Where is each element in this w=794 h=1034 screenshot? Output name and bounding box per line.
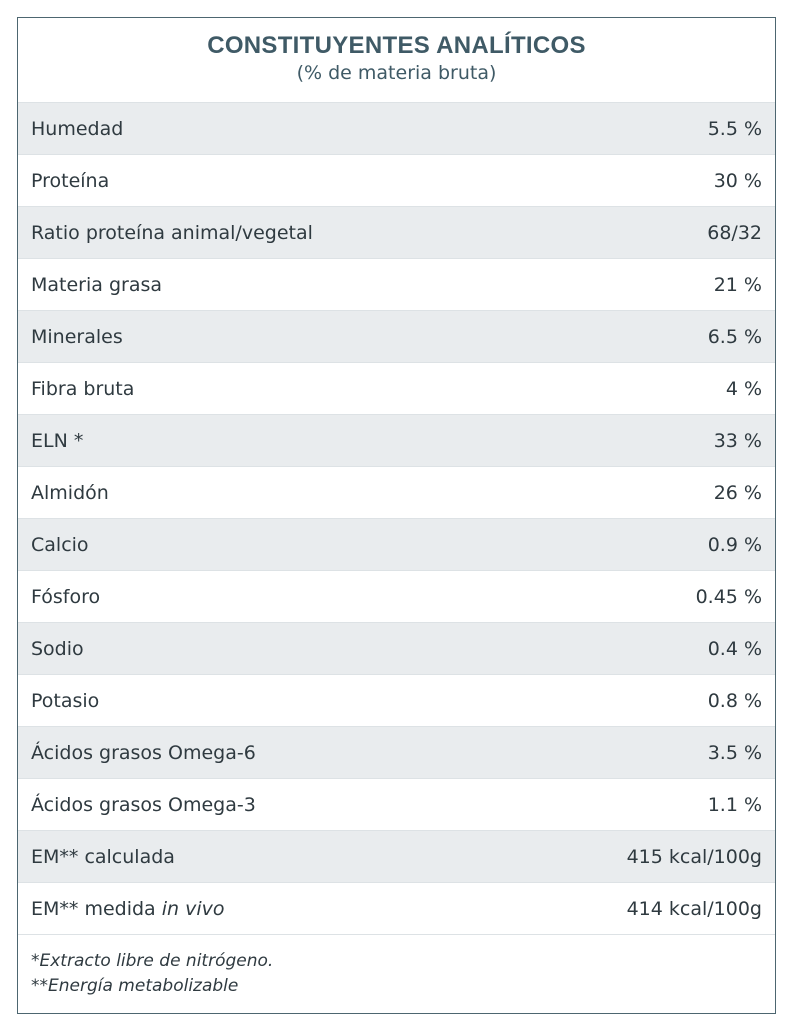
table-row: Humedad 5.5 % bbox=[18, 103, 775, 155]
row-label: Proteína bbox=[31, 169, 110, 192]
row-value: 0.45 % bbox=[695, 585, 762, 608]
row-label: Humedad bbox=[31, 117, 124, 140]
row-label-italic: in vivo bbox=[161, 897, 225, 920]
row-value: 0.4 % bbox=[707, 637, 762, 660]
row-label: Calcio bbox=[31, 533, 89, 556]
panel-header: CONSTITUYENTES ANALÍTICOS (% de materia … bbox=[18, 18, 775, 102]
footnotes: *Extracto libre de nitrógeno. **Energía … bbox=[18, 935, 775, 999]
row-label: Ácidos grasos Omega-3 bbox=[31, 793, 256, 816]
analytical-constituents-panel: CONSTITUYENTES ANALÍTICOS (% de materia … bbox=[17, 17, 776, 1014]
table-row: Minerales 6.5 % bbox=[18, 311, 775, 363]
row-value: 6.5 % bbox=[707, 325, 762, 348]
row-value: 4 % bbox=[725, 377, 762, 400]
row-value: 1.1 % bbox=[707, 793, 762, 816]
row-label: ELN * bbox=[31, 429, 84, 452]
row-value: 414 kcal/100g bbox=[626, 897, 762, 920]
row-label: Ratio proteína animal/vegetal bbox=[31, 221, 313, 244]
row-label: Ácidos grasos Omega-6 bbox=[31, 741, 256, 764]
table-row: Ratio proteína animal/vegetal 68/32 bbox=[18, 207, 775, 259]
row-label-text: EM** medida bbox=[31, 897, 156, 920]
table-row: EM** calculada 415 kcal/100g bbox=[18, 831, 775, 883]
row-value: 3.5 % bbox=[707, 741, 762, 764]
row-label: Almidón bbox=[31, 481, 109, 504]
panel-title: CONSTITUYENTES ANALÍTICOS bbox=[207, 32, 586, 59]
row-value: 30 % bbox=[713, 169, 762, 192]
row-label: Minerales bbox=[31, 325, 123, 348]
row-value: 33 % bbox=[713, 429, 762, 452]
table-row: Proteína 30 % bbox=[18, 155, 775, 207]
table-row: Calcio 0.9 % bbox=[18, 519, 775, 571]
table-row: Ácidos grasos Omega-6 3.5 % bbox=[18, 727, 775, 779]
row-value: 415 kcal/100g bbox=[626, 845, 762, 868]
table-row: ELN * 33 % bbox=[18, 415, 775, 467]
row-value: 0.8 % bbox=[707, 689, 762, 712]
row-label: Sodio bbox=[31, 637, 84, 660]
table-row: Sodio 0.4 % bbox=[18, 623, 775, 675]
table-row: Fibra bruta 4 % bbox=[18, 363, 775, 415]
footnote-eln: *Extracto libre de nitrógeno. bbox=[31, 951, 274, 971]
row-label: Potasio bbox=[31, 689, 100, 712]
row-label: Materia grasa bbox=[31, 273, 163, 296]
row-label: EM** medida in vivo bbox=[31, 898, 225, 920]
table-row: EM** medida in vivo 414 kcal/100g bbox=[18, 883, 775, 935]
row-label: Fibra bruta bbox=[31, 377, 135, 400]
row-value: 26 % bbox=[713, 481, 762, 504]
row-value: 0.9 % bbox=[707, 533, 762, 556]
table-row: Ácidos grasos Omega-3 1.1 % bbox=[18, 779, 775, 831]
table-row: Almidón 26 % bbox=[18, 467, 775, 519]
table-row: Potasio 0.8 % bbox=[18, 675, 775, 727]
row-value: 21 % bbox=[713, 273, 762, 296]
panel-subtitle: (% de materia bruta) bbox=[296, 62, 497, 84]
footnote-em: **Energía metabolizable bbox=[31, 976, 239, 996]
constituents-table: Humedad 5.5 % Proteína 30 % Ratio proteí… bbox=[18, 102, 775, 935]
row-label: EM** calculada bbox=[31, 845, 175, 868]
row-label: Fósforo bbox=[31, 585, 101, 608]
table-row: Fósforo 0.45 % bbox=[18, 571, 775, 623]
row-value: 5.5 % bbox=[707, 117, 762, 140]
row-value: 68/32 bbox=[707, 221, 762, 244]
table-row: Materia grasa 21 % bbox=[18, 259, 775, 311]
